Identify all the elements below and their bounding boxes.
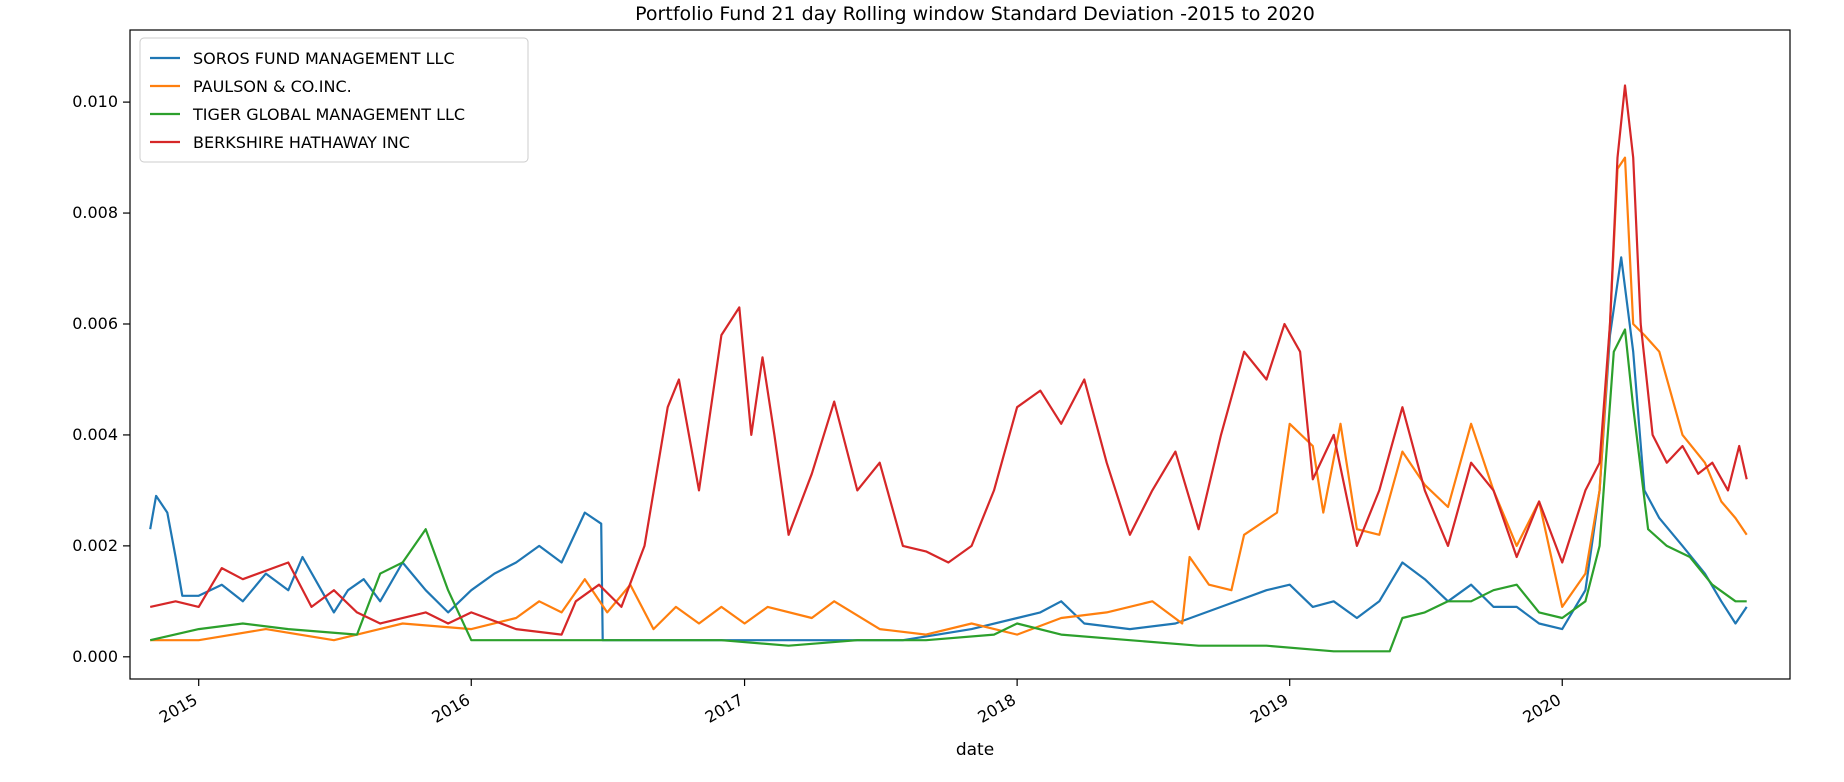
y-tick-label-3: 0.006: [72, 314, 118, 333]
legend-label-0: SOROS FUND MANAGEMENT LLC: [193, 49, 455, 68]
x-tick-label-1: 2016: [428, 690, 473, 727]
series-line-0: [149, 256, 1748, 642]
y-tick-label-5: 0.010: [72, 92, 118, 111]
y-tick-label-2: 0.004: [72, 425, 118, 444]
legend: SOROS FUND MANAGEMENT LLC PAULSON & CO.IN…: [139, 37, 529, 163]
x-tick-label-4: 2019: [1247, 690, 1292, 727]
y-tick-label-1: 0.002: [72, 536, 118, 555]
y-tick-label-0: 0.000: [72, 647, 118, 666]
legend-label-3: BERKSHIRE HATHAWAY INC: [193, 133, 410, 152]
y-axis: 0.000 0.002 0.004 0.006 0.008 0.010: [72, 92, 130, 666]
series-line-3: [149, 84, 1748, 636]
x-tick-label-2: 2017: [702, 690, 747, 727]
x-tick-label-0: 2015: [156, 690, 201, 727]
x-axis: 2015 2016 2017 2018 2019 2020: [156, 679, 1564, 727]
legend-label-2: TIGER GLOBAL MANAGEMENT LLC: [192, 105, 465, 124]
x-tick-label-3: 2018: [974, 690, 1019, 727]
series-line-2: [149, 328, 1747, 653]
chart-title: Portfolio Fund 21 day Rolling window Sta…: [635, 3, 1315, 25]
x-tick-label-5: 2020: [1519, 690, 1564, 727]
plot-frame: [129, 29, 1791, 680]
legend-label-1: PAULSON & CO.INC.: [193, 77, 352, 96]
legend-box: [139, 37, 529, 163]
y-tick-label-4: 0.008: [72, 203, 118, 222]
x-axis-label: date: [956, 740, 994, 760]
plot-area: [149, 84, 1748, 653]
